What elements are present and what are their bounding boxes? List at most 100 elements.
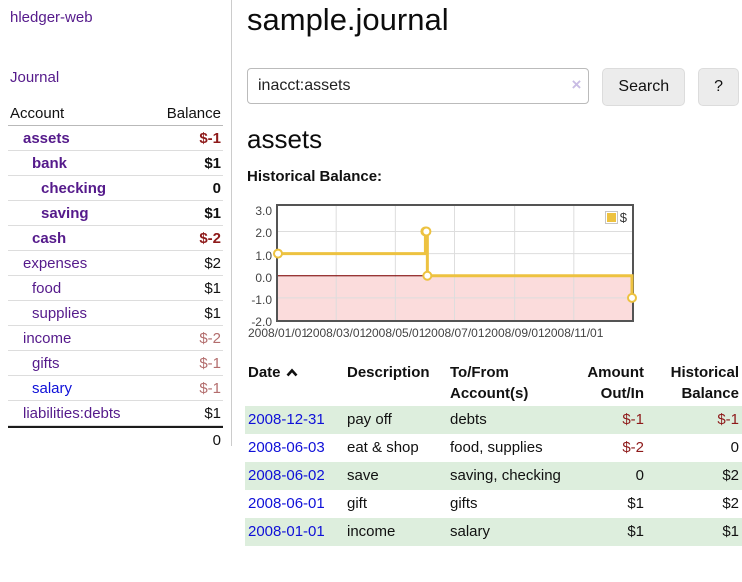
- sidebar-account-link-food[interactable]: food: [32, 280, 62, 297]
- register-header-amount: Amount Out/In: [587, 364, 644, 402]
- register-cell-description: pay off: [347, 411, 392, 428]
- register-cell-description: eat & shop: [347, 439, 419, 456]
- register-cell-description: gift: [347, 495, 368, 512]
- sidebar-account-link-salary[interactable]: salary: [32, 380, 73, 397]
- account-row: food $1: [8, 276, 223, 301]
- register-cell-balance: 0: [730, 439, 739, 456]
- register-cell-date: 2008-06-01: [245, 490, 344, 518]
- account-row: checking 0: [8, 176, 223, 201]
- register-row: 2008-12-31 pay off debts $-1 $-1: [245, 406, 742, 434]
- register-row: 2008-06-02 save saving, checking 0 $2: [245, 462, 742, 490]
- account-balance: $1: [204, 305, 221, 322]
- data-point-marker: [421, 226, 432, 237]
- sidebar-account-link-cash[interactable]: cash: [32, 230, 67, 247]
- account-balance: $1: [204, 280, 221, 297]
- chart-canvas: [273, 206, 637, 320]
- transaction-date-link[interactable]: 2008-12-31: [248, 411, 325, 428]
- sidebar-account-link-checking[interactable]: checking: [41, 180, 107, 197]
- register-header-date[interactable]: Date: [245, 360, 344, 406]
- data-point-marker: [627, 292, 637, 303]
- register-cell-amount: $-2: [622, 439, 644, 456]
- account-balance: 0: [212, 180, 221, 197]
- x-axis-tick-label: 2008/11/01: [544, 326, 604, 340]
- account-row: bank $1: [8, 151, 223, 176]
- account-balance: $-1: [199, 130, 221, 147]
- data-point-marker: [422, 270, 433, 281]
- transaction-date-link[interactable]: 2008-06-03: [248, 439, 325, 456]
- register-cell-date: 2008-01-01: [245, 518, 344, 546]
- y-axis-tick-label: -1.0: [251, 292, 272, 307]
- account-balance: $1: [204, 405, 221, 422]
- help-button[interactable]: ?: [698, 68, 739, 106]
- sidebar-divider: [231, 0, 232, 446]
- legend-swatch-icon: [604, 211, 618, 224]
- accounts-header-account: Account: [10, 105, 65, 122]
- search-input-wrap: ×: [247, 68, 590, 104]
- sidebar-account-link-expenses[interactable]: expenses: [23, 255, 88, 272]
- transaction-date-link[interactable]: 2008-01-01: [248, 523, 325, 540]
- register-table: Date Description To/From Account(s) Amou…: [245, 360, 742, 546]
- y-axis-tick-label: 2.0: [255, 226, 272, 241]
- sort-ascending-icon: [286, 363, 298, 384]
- accounts-table: Account Balance assets $-1 bank $1 checking 0…: [8, 101, 223, 452]
- account-heading: assets: [247, 124, 323, 154]
- search-button[interactable]: Search: [602, 68, 686, 106]
- transaction-date-link[interactable]: 2008-06-01: [248, 495, 325, 512]
- accounts-total-value: 0: [212, 432, 221, 449]
- register-cell-balance: $-1: [717, 411, 739, 428]
- register-cell-accounts: food, supplies: [450, 439, 543, 456]
- account-balance: $-1: [199, 380, 221, 397]
- historical-balance-chart: 3.0 2.0 1.0 0.0 -1.0 -2.0 $ 2008/01/01 2008/03…: [245, 200, 742, 342]
- sidebar-account-link-bank[interactable]: bank: [32, 155, 68, 172]
- y-axis-tick-label: 0.0: [255, 270, 272, 285]
- sidebar-account-link-saving[interactable]: saving: [41, 205, 89, 222]
- clear-search-icon[interactable]: ×: [571, 75, 582, 94]
- chart-legend: $: [604, 210, 627, 225]
- account-row: liabilities:debts $1: [8, 401, 223, 426]
- sidebar: hledger-web Journal Account Balance asse…: [0, 0, 231, 452]
- register-row: 2008-06-01 gift gifts $1 $2: [245, 490, 742, 518]
- account-balance: $-2: [199, 230, 221, 247]
- x-axis-tick-label: 2008/03/01: [306, 326, 367, 340]
- sidebar-item-journal[interactable]: Journal: [10, 69, 60, 86]
- register-cell-amount: 0: [635, 467, 644, 484]
- account-row: gifts $-1: [8, 351, 223, 376]
- legend-label: $: [619, 210, 627, 225]
- register-cell-accounts: saving, checking: [450, 467, 561, 484]
- account-balance: $-1: [199, 355, 221, 372]
- account-row: supplies $1: [8, 301, 223, 326]
- sidebar-account-link-assets[interactable]: assets: [23, 130, 70, 147]
- register-cell-balance: $2: [722, 467, 739, 484]
- account-row: expenses $2: [8, 251, 223, 276]
- accounts-header-balance: Balance: [166, 105, 221, 122]
- register-cell-accounts: salary: [450, 523, 491, 540]
- register-cell-date: 2008-06-02: [245, 462, 344, 490]
- account-balance: $1: [204, 155, 221, 172]
- search-bar: × Search ?: [247, 68, 739, 106]
- sidebar-account-link-income[interactable]: income: [23, 330, 72, 347]
- sidebar-account-link-liabilities-debts[interactable]: liabilities:debts: [23, 405, 121, 422]
- register-cell-amount: $-1: [622, 411, 644, 428]
- accounts-table-header: Account Balance: [8, 101, 223, 126]
- app-brand-link[interactable]: hledger-web: [10, 9, 93, 26]
- x-axis-tick-label: 2008/01/01: [247, 326, 309, 340]
- data-point-marker: [273, 248, 283, 259]
- register-cell-date: 2008-12-31: [245, 406, 344, 434]
- register-header-account: To/From Account(s): [450, 364, 529, 402]
- transaction-date-link[interactable]: 2008-06-02: [248, 467, 325, 484]
- register-cell-accounts: gifts: [450, 495, 478, 512]
- account-row: cash $-2: [8, 226, 223, 251]
- sidebar-account-link-supplies[interactable]: supplies: [32, 305, 88, 322]
- register-cell-balance: $1: [722, 523, 739, 540]
- y-axis-tick-label: 1.0: [255, 248, 272, 263]
- register-header-description: Description: [347, 364, 430, 381]
- register-cell-description: save: [347, 467, 379, 484]
- register-header-row: Date Description To/From Account(s) Amou…: [245, 360, 742, 406]
- register-cell-amount: $1: [627, 523, 644, 540]
- page-title: sample.journal: [247, 2, 449, 37]
- register-cell-date: 2008-06-03: [245, 434, 344, 462]
- sidebar-account-link-gifts[interactable]: gifts: [32, 355, 60, 372]
- search-input[interactable]: [247, 68, 590, 104]
- register-row: 2008-06-03 eat & shop food, supplies $-2 0: [245, 434, 742, 462]
- y-axis-tick-label: 3.0: [255, 204, 272, 219]
